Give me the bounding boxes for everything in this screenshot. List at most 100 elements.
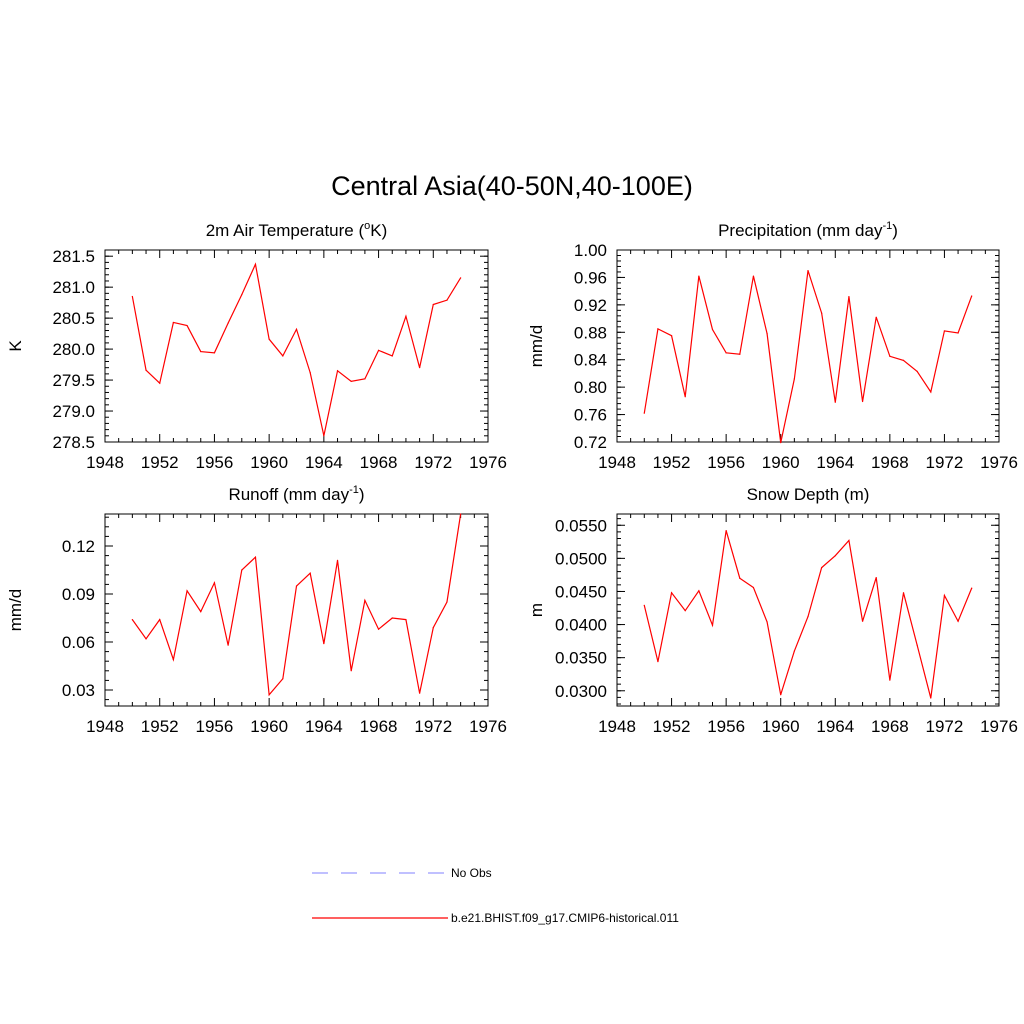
panel-air-temperature: 1948 1952 1956 1960 1964 1968 1972 1976 278.5 279…	[6, 220, 507, 472]
y-tick-label: 0.96	[574, 268, 607, 287]
y-tick-label: 0.92	[574, 296, 607, 315]
data-point	[916, 370, 918, 372]
y-tick-label: 281.5	[52, 247, 95, 266]
data-point	[807, 269, 809, 272]
data-point	[460, 513, 462, 515]
data-point	[821, 567, 823, 569]
data-point	[889, 679, 891, 681]
y-tick-label: 0.03	[62, 681, 95, 700]
x-tick-label: 1960	[762, 453, 800, 472]
series-line-air-temperature	[131, 262, 462, 436]
data-point	[227, 322, 229, 324]
data-point	[460, 277, 462, 279]
x-tick-label: 1972	[414, 453, 452, 472]
data-point	[268, 694, 270, 696]
data-point	[254, 263, 257, 265]
data-point	[725, 529, 727, 532]
data-point	[739, 353, 741, 355]
plot-frame-runoff	[104, 513, 489, 707]
y-tick-label: 279.5	[52, 371, 95, 390]
title-superscript: o	[364, 220, 370, 232]
data-point	[943, 594, 946, 597]
x-tick-label: 1964	[816, 453, 854, 472]
panel-title: 2m Air Temperature (oK)	[206, 220, 388, 240]
panel-title: Snow Depth (m)	[747, 485, 870, 504]
y-axis-label: mm/d	[527, 325, 546, 368]
data-point	[698, 590, 700, 592]
panel-precipitation: 1948 1952 1956 1960 1964 1968 1972 1976 0.72 0.76…	[527, 220, 1018, 472]
x-tick-label: 1968	[871, 453, 909, 472]
title-text: )	[359, 485, 365, 504]
data-point	[172, 659, 174, 661]
x-tick-label: 1972	[414, 717, 452, 736]
data-point	[752, 275, 755, 277]
data-point	[186, 590, 188, 592]
x-tick-label: 1968	[871, 717, 909, 736]
data-point	[419, 367, 421, 369]
data-point	[391, 355, 393, 357]
data-point	[793, 378, 795, 380]
data-point	[670, 335, 673, 337]
y-tick-label: 1.00	[574, 241, 607, 260]
data-point	[200, 611, 202, 613]
data-point	[309, 372, 311, 374]
data-point	[377, 628, 380, 630]
data-point	[282, 355, 284, 357]
y-tick-label: 0.0300	[555, 682, 607, 701]
data-point	[943, 330, 946, 332]
legend-label-no-obs: No Obs	[451, 866, 492, 880]
y-tick-label: 0.80	[574, 378, 607, 397]
title-text: Precipitation (mm day	[718, 221, 883, 240]
data-point	[364, 599, 366, 602]
data-point	[766, 621, 768, 623]
data-point	[200, 350, 202, 353]
data-point	[889, 355, 891, 357]
y-tick-label: 0.09	[62, 585, 95, 604]
data-point	[643, 604, 645, 606]
data-point	[350, 380, 352, 382]
data-point	[268, 338, 270, 340]
y-tick-label: 0.72	[574, 433, 607, 452]
title-text: K)	[370, 221, 387, 240]
x-tick-label: 1948	[86, 453, 124, 472]
series-line-precipitation	[643, 270, 973, 443]
y-tick-label: 280.0	[52, 340, 95, 359]
data-point	[336, 559, 339, 562]
data-point	[432, 627, 434, 629]
data-point	[172, 321, 174, 324]
data-point	[186, 324, 188, 327]
x-tick-label: 1948	[598, 717, 636, 736]
title-superscript: -1	[349, 484, 359, 496]
title-text: 2m Air Temperature (	[206, 221, 365, 240]
plot-frame-snow-depth	[616, 513, 1000, 707]
data-point	[350, 670, 352, 672]
data-point	[336, 370, 339, 372]
data-point	[739, 577, 741, 579]
data-point	[902, 592, 905, 594]
y-tick-label: 0.0550	[555, 516, 607, 535]
y-tick-label: 0.12	[62, 537, 95, 556]
data-point	[309, 572, 311, 574]
title-text: Runoff (mm day	[228, 485, 349, 504]
y-tick-label: 280.5	[52, 309, 95, 328]
data-point	[930, 391, 932, 393]
data-point	[725, 352, 727, 354]
data-point	[902, 359, 905, 361]
y-axis-label: K	[6, 340, 25, 352]
figure-title: Central Asia(40-50N,40-100E)	[331, 171, 693, 201]
x-tick-label: 1952	[653, 453, 691, 472]
x-tick-label: 1964	[816, 717, 854, 736]
data-point	[957, 620, 959, 622]
data-point	[670, 592, 673, 594]
data-point	[254, 556, 257, 558]
y-tick-label: 0.06	[62, 633, 95, 652]
data-point	[861, 400, 864, 403]
data-point	[145, 638, 147, 640]
y-tick-label: 0.76	[574, 406, 607, 425]
data-point	[793, 650, 795, 652]
data-point	[834, 401, 836, 403]
x-tick-label: 1976	[469, 453, 507, 472]
data-point	[419, 692, 421, 694]
y-tick-label: 278.5	[52, 433, 95, 452]
